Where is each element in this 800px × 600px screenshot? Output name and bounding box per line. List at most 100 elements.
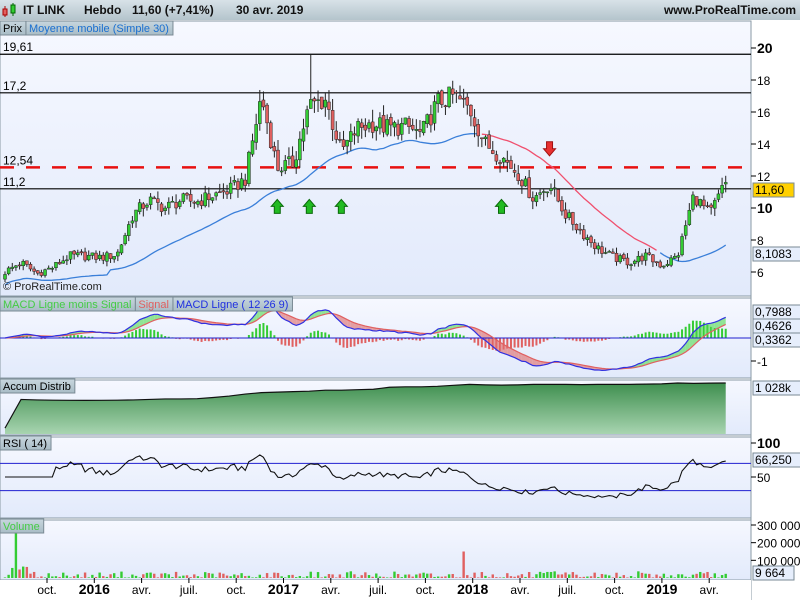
candle <box>458 95 462 100</box>
macd-histogram-bar <box>662 333 665 338</box>
volume-bar <box>531 577 534 578</box>
volume-bar <box>51 576 54 578</box>
volume-bar <box>462 551 465 578</box>
volume-bar <box>604 574 607 578</box>
volume-bar <box>98 572 101 578</box>
candle <box>520 180 524 187</box>
macd-histogram-bar <box>670 332 673 338</box>
candle <box>629 264 633 266</box>
candle <box>265 104 269 124</box>
candle <box>516 173 520 181</box>
macd-histogram-bar <box>422 338 425 340</box>
macd-histogram-bar <box>91 336 94 338</box>
time-label: oct. <box>37 583 56 597</box>
candle <box>443 105 448 108</box>
macd-histogram-bar <box>338 338 341 346</box>
volume-bar <box>178 576 181 578</box>
macd-histogram-bar <box>262 323 265 338</box>
volume-bar <box>193 574 196 578</box>
macd-histogram-bar <box>513 338 516 348</box>
volume-bar <box>578 577 582 578</box>
candle <box>691 194 695 210</box>
macd-histogram-bar <box>193 338 196 341</box>
volume-bar <box>669 575 673 578</box>
volume-bar <box>316 572 320 578</box>
candle <box>258 101 262 124</box>
candle <box>418 128 422 132</box>
buy-arrow-icon <box>302 198 317 214</box>
volume-bar <box>618 576 622 578</box>
volume-bar <box>262 577 265 578</box>
macd-fill <box>529 357 533 366</box>
volume-legend: Volume <box>0 518 45 534</box>
macd-histogram-bar <box>309 332 312 338</box>
candle <box>94 252 98 260</box>
candle <box>43 269 47 276</box>
macd-legend: MACD Ligne moins Signal Signal MACD Ligne … <box>0 296 293 312</box>
macd-histogram-bar <box>284 338 287 346</box>
macd-fill <box>339 315 344 325</box>
macd-histogram-bar <box>724 328 727 338</box>
macd-fill <box>150 314 155 322</box>
site-link[interactable]: www.ProRealTime.com <box>663 3 796 17</box>
macd-histogram-bar <box>335 338 338 343</box>
volume-bar <box>291 574 294 578</box>
candle <box>54 262 58 268</box>
candle <box>625 257 630 266</box>
macd-histogram-bar <box>196 338 199 342</box>
level-label: 11,2 <box>3 175 26 189</box>
volume-bar <box>637 571 640 578</box>
candle <box>101 254 106 261</box>
volume-bar <box>320 577 323 578</box>
candle <box>298 138 302 161</box>
macd-histogram-bar <box>200 338 203 342</box>
candle <box>658 261 662 268</box>
candle <box>28 263 33 270</box>
candle <box>301 128 306 142</box>
volume-bar <box>335 577 338 578</box>
header-bar <box>0 0 800 20</box>
volume-bar <box>134 575 138 578</box>
time-axis <box>0 580 751 600</box>
candle <box>705 205 710 207</box>
macd-histogram-bar <box>539 338 542 344</box>
time-label: juil. <box>368 583 387 597</box>
macd-fill <box>510 348 515 358</box>
volume-bar <box>491 574 494 578</box>
volume-bar <box>204 572 207 578</box>
macd-histogram-bar <box>204 338 207 341</box>
candle <box>687 210 692 225</box>
period: Hebdo <box>84 3 121 17</box>
macd-histogram-bar <box>681 329 684 338</box>
macd-histogram-bar <box>389 338 392 340</box>
macd-histogram-bar <box>215 338 218 341</box>
volume-bar <box>662 573 666 578</box>
macd-histogram-bar <box>280 338 283 345</box>
candle <box>429 114 433 126</box>
candle <box>203 192 207 207</box>
volume-bar <box>709 577 713 578</box>
volume-bar <box>524 576 527 578</box>
candle <box>218 191 222 194</box>
price-axis-label: 20 <box>757 40 773 56</box>
candle <box>374 126 379 132</box>
candle <box>39 272 44 276</box>
volume-bar <box>659 576 662 578</box>
volume-bar <box>163 573 167 578</box>
volume-bar <box>58 577 61 578</box>
macd-histogram-bar <box>721 328 724 338</box>
candle <box>272 146 277 152</box>
volume-legend-text: Volume <box>3 521 40 533</box>
last-macd: 0,7988 <box>755 305 792 319</box>
macd-histogram-bar <box>582 338 585 342</box>
macd-histogram-bar <box>368 338 370 342</box>
volume-bar <box>182 575 185 578</box>
volume-bar <box>222 573 225 578</box>
candle <box>440 90 444 105</box>
macd-line <box>4 302 726 371</box>
candle <box>472 117 477 127</box>
rsi-axis-label: 50 <box>757 471 771 485</box>
volume-bar <box>640 572 644 578</box>
candle <box>589 236 593 244</box>
volume-bar <box>549 571 553 578</box>
